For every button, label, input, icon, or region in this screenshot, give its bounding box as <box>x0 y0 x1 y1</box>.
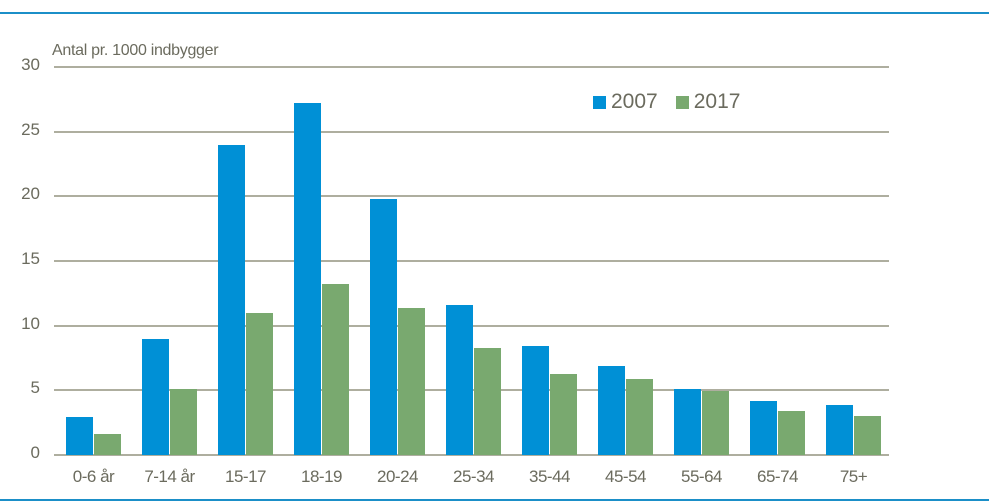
x-tick-label: 45-54 <box>605 467 646 486</box>
bar-2007 <box>750 400 777 455</box>
legend-item-2007: 2007 <box>593 90 658 114</box>
x-tick-label: 55-64 <box>681 467 722 486</box>
bar-2017 <box>246 312 273 455</box>
bar-2007 <box>370 198 397 455</box>
legend-item-2017: 2017 <box>675 90 741 114</box>
x-tick-label: 35-44 <box>529 467 570 486</box>
gridline <box>54 195 889 198</box>
y-tick-label: 5 <box>30 378 40 398</box>
y-tick-label: 10 <box>21 313 40 333</box>
legend-swatch-2007 <box>593 95 606 109</box>
bar-2017 <box>550 373 577 455</box>
y-tick-label: 0 <box>30 443 40 462</box>
bar-2007 <box>522 346 549 455</box>
bar-2007 <box>218 144 245 455</box>
bar-2017 <box>778 411 805 455</box>
y-tick-label: 30 <box>21 55 40 74</box>
bar-2007 <box>674 389 701 455</box>
x-tick-label: 75+ <box>839 467 868 486</box>
x-tick-label: 18-19 <box>301 467 342 486</box>
bar-2007 <box>446 304 473 455</box>
bar-2017 <box>854 416 881 455</box>
bar-2017 <box>702 390 729 455</box>
bottom-rule <box>0 499 989 501</box>
x-tick-label: 15-17 <box>225 467 266 486</box>
gridline <box>54 260 889 262</box>
x-tick-label: 0-6 år <box>72 467 115 486</box>
bar-2007 <box>66 417 93 455</box>
bar-2017 <box>398 307 425 455</box>
y-tick-label: 25 <box>21 119 40 139</box>
y-tick-label: 15 <box>21 249 40 268</box>
legend-label-2007: 2007 <box>611 90 658 113</box>
x-tick-label: 20-24 <box>377 467 418 486</box>
x-tick-label: 25-34 <box>453 467 494 486</box>
bar-2007 <box>598 365 625 455</box>
bar-2017 <box>94 434 121 455</box>
legend-swatch-2017 <box>675 95 689 109</box>
bar-2017 <box>626 378 653 455</box>
y-tick-label: 20 <box>21 184 40 204</box>
x-tick-label: 65-74 <box>757 467 798 486</box>
y-axis-title: Antal pr. 1000 indbygger <box>52 42 219 59</box>
top-rule <box>0 12 989 14</box>
legend: 2007 2017 <box>593 90 758 114</box>
bar-2017 <box>170 389 197 455</box>
bar-2007 <box>294 103 321 455</box>
gridline <box>54 454 889 456</box>
x-tick-label: 7-14 år <box>144 467 195 486</box>
bar-2017 <box>322 284 349 455</box>
bar-2007 <box>142 338 169 455</box>
bar-2017 <box>474 347 501 455</box>
bar-2007 <box>826 404 853 455</box>
gridline <box>54 66 889 68</box>
gridline <box>54 130 889 133</box>
legend-label-2017: 2017 <box>693 90 741 113</box>
